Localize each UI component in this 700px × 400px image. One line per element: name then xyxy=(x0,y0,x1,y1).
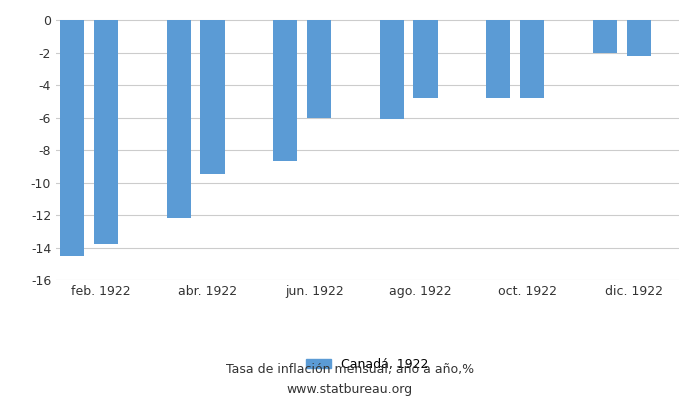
Bar xyxy=(200,20,225,174)
Legend: Canadá, 1922: Canadá, 1922 xyxy=(301,352,434,376)
Bar xyxy=(520,20,544,98)
Bar xyxy=(307,20,331,118)
Bar xyxy=(273,20,298,162)
Bar xyxy=(167,20,191,218)
Bar xyxy=(593,20,617,53)
Bar xyxy=(379,20,404,119)
Bar xyxy=(414,20,438,98)
Text: Tasa de inflación mensual, año a año,%: Tasa de inflación mensual, año a año,% xyxy=(226,364,474,376)
Text: www.statbureau.org: www.statbureau.org xyxy=(287,384,413,396)
Bar xyxy=(486,20,510,98)
Bar xyxy=(94,20,118,244)
Bar xyxy=(626,20,651,56)
Bar xyxy=(60,20,84,256)
